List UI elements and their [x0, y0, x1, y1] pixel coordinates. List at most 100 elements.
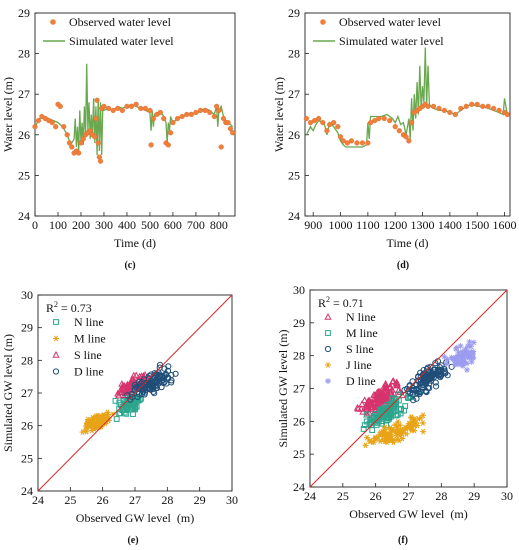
data-point: [403, 430, 410, 437]
x-tick-label: 1100: [356, 218, 380, 232]
x-tick-label: 1300: [411, 218, 435, 232]
series-d-line: [441, 338, 477, 373]
y-axis-label: Simulated GW level (m): [276, 329, 290, 447]
data-point: [376, 387, 384, 395]
data-point: [360, 426, 367, 432]
observed-point: [87, 128, 93, 134]
data-point: [458, 355, 465, 362]
observed-point: [148, 142, 154, 148]
observed-point: [188, 111, 194, 118]
observed-point: [115, 105, 121, 112]
observed-point: [403, 134, 409, 140]
data-point: [415, 389, 423, 396]
data-point: [451, 357, 458, 364]
x-tick-label: 26: [97, 493, 109, 507]
data-point: [94, 413, 101, 419]
data-point: [385, 411, 392, 418]
observed-point: [128, 103, 135, 109]
plot-frame: [34, 12, 236, 217]
observed-point: [35, 117, 42, 124]
data-point: [158, 379, 165, 386]
data-point: [452, 345, 459, 352]
observed-point: [157, 109, 163, 116]
y-tick-label: 26: [293, 414, 305, 428]
observed-point: [368, 120, 374, 126]
data-point: [419, 420, 426, 426]
x-tick-label: 25: [64, 493, 76, 507]
observed-point: [485, 103, 491, 109]
observed-point: [340, 138, 346, 144]
data-point: [465, 349, 472, 356]
plot-frame: [304, 12, 511, 217]
observed-point: [354, 140, 360, 146]
data-point: [387, 424, 394, 431]
data-point: [426, 384, 433, 392]
x-tick-label: 28: [161, 493, 173, 507]
x-tick-label: 200: [72, 218, 90, 232]
x-tick-label: 600: [164, 218, 182, 232]
legend-label: N line: [74, 315, 104, 329]
data-point: [390, 400, 397, 407]
legend-label: J line: [346, 358, 372, 372]
data-point: [92, 422, 99, 429]
observed-point: [348, 138, 355, 144]
data-point: [466, 353, 473, 360]
observed-point: [94, 97, 100, 103]
observed-point: [327, 122, 333, 128]
data-point: [131, 386, 139, 393]
y-tick-label: 24: [293, 480, 305, 494]
x-tick-label: 400: [118, 218, 136, 232]
observed-point: [469, 101, 475, 107]
y-axis-label: Simulated GW level (m): [1, 334, 15, 452]
observed-point: [170, 120, 176, 126]
y-tick-label: 25: [293, 447, 305, 461]
data-point: [358, 400, 366, 407]
data-point: [459, 362, 466, 369]
data-point: [379, 406, 386, 413]
y-tick-label: 27: [21, 386, 33, 400]
data-point: [408, 427, 415, 434]
data-point: [402, 403, 409, 409]
observed-point: [320, 120, 326, 126]
data-point: [388, 391, 396, 399]
data-point: [457, 352, 464, 359]
x-tick-label: 900: [304, 218, 322, 232]
observed-point: [49, 120, 55, 126]
data-point: [466, 342, 473, 349]
data-point: [82, 423, 89, 429]
observed-point: [61, 124, 67, 130]
data-point: [357, 404, 365, 412]
simulated-series-line: [305, 47, 508, 148]
x-axis-label: Time (d): [114, 236, 156, 250]
data-point: [448, 354, 455, 361]
data-point: [369, 403, 377, 411]
data-point: [460, 355, 467, 362]
observed-point: [436, 105, 442, 112]
x-tick-label: 0: [32, 218, 38, 232]
data-point: [104, 409, 111, 416]
y-tick-label: 24: [288, 209, 300, 223]
observed-point: [179, 113, 185, 120]
x-axis-label-unit: (m): [450, 507, 467, 521]
legend-label: S line: [346, 342, 374, 356]
data-point: [369, 427, 376, 433]
observed-point: [138, 105, 144, 112]
observed-point: [97, 158, 104, 164]
y-tick-label: 29: [293, 316, 305, 330]
observed-point: [165, 142, 171, 148]
data-point: [407, 390, 414, 397]
x-tick-label: 28: [435, 489, 447, 503]
observed-point: [92, 134, 98, 140]
data-point: [399, 435, 406, 442]
legend-marker: [324, 312, 332, 320]
y-tick-label: 25: [288, 168, 300, 182]
data-point: [437, 367, 445, 374]
r2-value: = 0.73: [58, 301, 92, 315]
observed-point: [230, 130, 236, 136]
data-point: [146, 380, 154, 387]
legend-label-observed: Observed water level: [69, 15, 172, 29]
y-tick-label: 29: [18, 6, 30, 20]
data-point: [371, 391, 379, 399]
data-point: [362, 442, 369, 449]
data-point: [459, 348, 466, 355]
